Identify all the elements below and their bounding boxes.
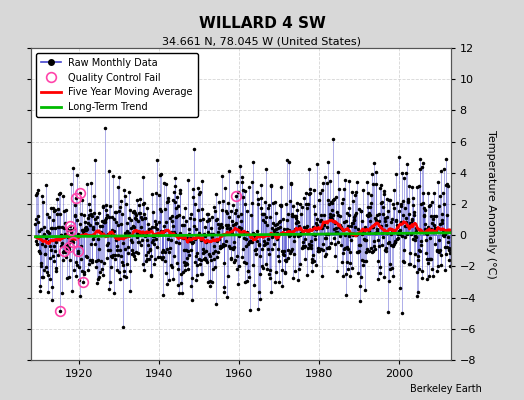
Y-axis label: Temperature Anomaly (°C): Temperature Anomaly (°C) [486, 130, 496, 278]
Text: Berkeley Earth: Berkeley Earth [410, 384, 482, 394]
Title: WILLARD 4 SW
34.661 N, 78.045 W (United States): WILLARD 4 SW 34.661 N, 78.045 W (United … [0, 399, 1, 400]
Text: WILLARD 4 SW: WILLARD 4 SW [199, 16, 325, 31]
Legend: Raw Monthly Data, Quality Control Fail, Five Year Moving Average, Long-Term Tren: Raw Monthly Data, Quality Control Fail, … [36, 53, 198, 117]
Text: 34.661 N, 78.045 W (United States): 34.661 N, 78.045 W (United States) [162, 36, 362, 46]
